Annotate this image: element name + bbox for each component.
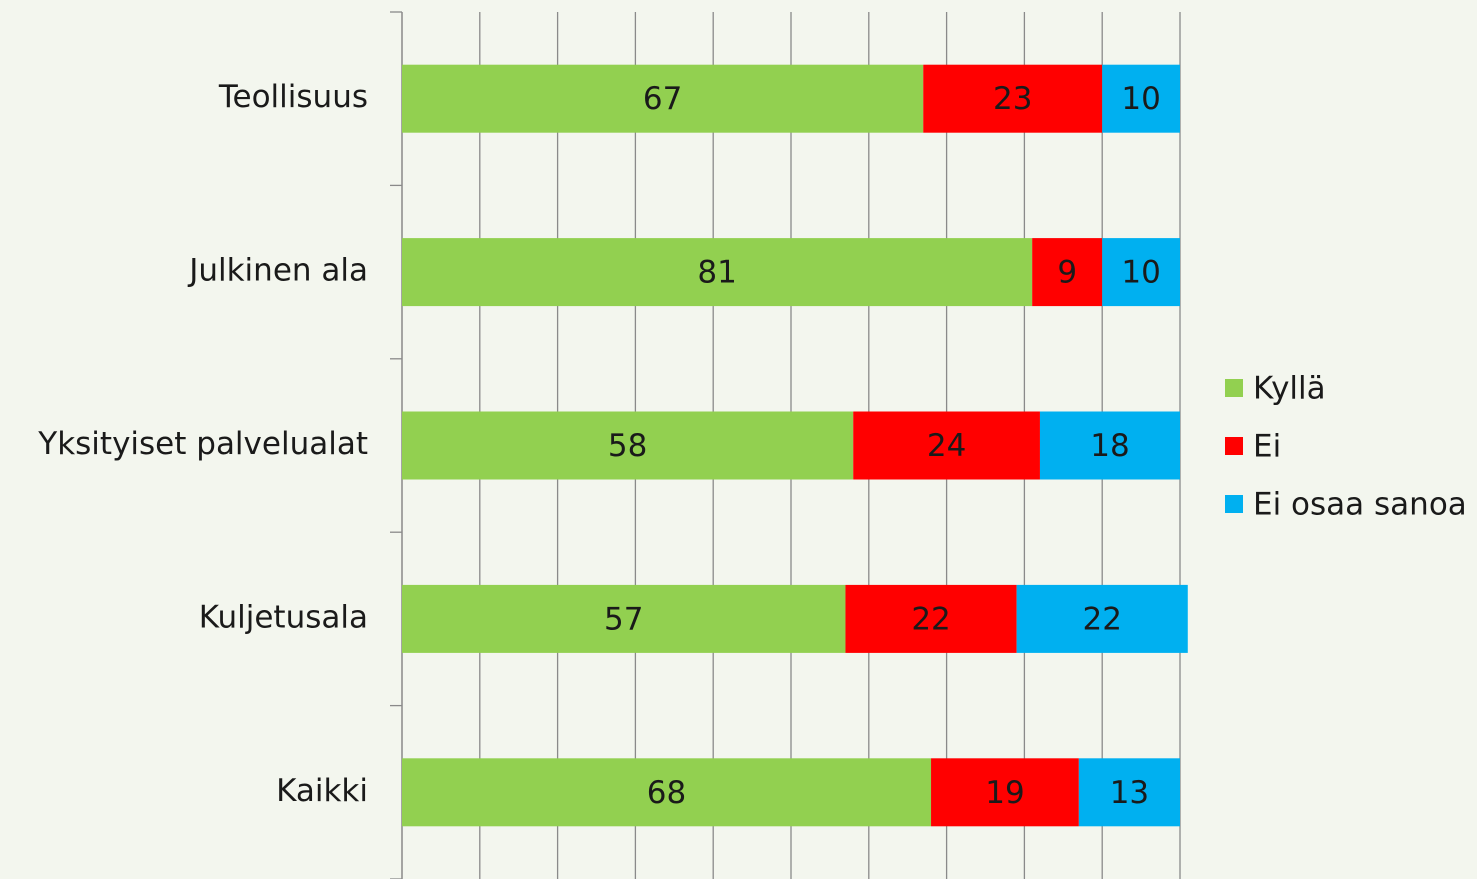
bar-segment: [402, 758, 932, 827]
data-label: 24: [927, 428, 966, 464]
legend-label: Ei: [1253, 429, 1281, 465]
data-label: 9: [1057, 255, 1077, 291]
bar-segment: [1102, 64, 1180, 133]
bar-segment: [1078, 758, 1180, 827]
data-label: 68: [647, 775, 686, 811]
data-label: 19: [985, 775, 1024, 811]
bar-segment: [845, 584, 1017, 653]
bar-segment: [923, 64, 1103, 133]
data-label: 22: [911, 601, 950, 637]
data-label: 18: [1090, 428, 1129, 464]
data-label: 23: [993, 81, 1032, 117]
bar-segment: [402, 238, 1033, 307]
y-tick-label: Teollisuus: [218, 79, 368, 115]
bar-segment: [1032, 238, 1103, 307]
y-tick-label: Kaikki: [276, 773, 368, 809]
bar-segment: [853, 411, 1040, 480]
data-label: 10: [1121, 81, 1160, 117]
data-label: 13: [1110, 775, 1149, 811]
y-tick-label: Kuljetusala: [199, 599, 368, 635]
legend-label: Kyllä: [1253, 371, 1326, 407]
bar-segment: [402, 411, 854, 480]
data-label: 57: [604, 601, 643, 637]
bar-segment: [1039, 411, 1180, 480]
legend-swatch: [1225, 437, 1243, 455]
legend-swatch: [1225, 495, 1243, 513]
legend-swatch: [1225, 379, 1243, 397]
data-label: 10: [1121, 255, 1160, 291]
data-label: 67: [643, 81, 682, 117]
bar-segment: [402, 64, 924, 133]
data-label: 58: [608, 428, 647, 464]
y-tick-label: Yksityiset palvelualat: [37, 426, 368, 462]
bar-segment: [931, 758, 1079, 827]
bar-segment: [402, 584, 846, 653]
data-label: 81: [697, 255, 736, 291]
bar-segment: [1016, 584, 1188, 653]
y-tick-label: Julkinen ala: [187, 253, 368, 289]
legend-label: Ei osaa sanoa: [1253, 487, 1467, 523]
bar-segment: [1102, 238, 1180, 307]
data-label: 22: [1082, 601, 1121, 637]
